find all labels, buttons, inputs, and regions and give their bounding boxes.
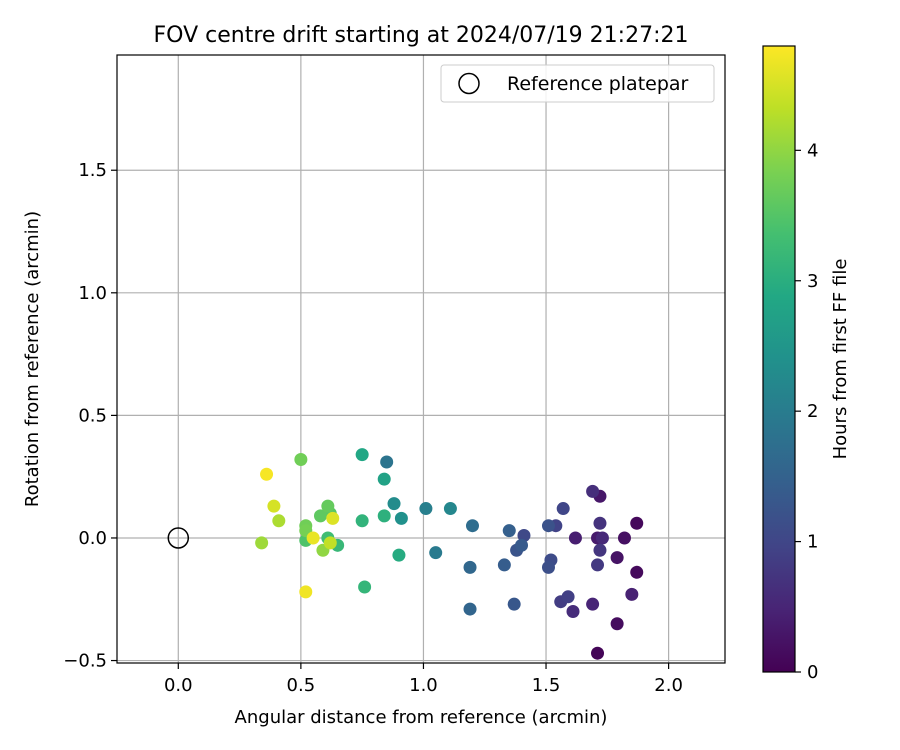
colorbar-label: Hours from first FF file (830, 259, 851, 460)
legend: Reference platepar (440, 64, 715, 103)
data-point (260, 467, 274, 481)
data-point (591, 558, 605, 572)
data-point (568, 531, 582, 545)
data-point (313, 509, 327, 523)
data-point (377, 509, 391, 523)
scatter-points (255, 448, 644, 660)
data-point (377, 472, 391, 486)
colorbar-tick-label: 1 (807, 532, 818, 553)
data-point (380, 455, 394, 469)
plot-area: 0.0 0.5 1.0 1.5 2.0 −0.5 0.0 0.5 1.0 1.5 (63, 54, 726, 696)
y-axis-ticks: −0.5 0.0 0.5 1.0 1.5 (63, 160, 117, 672)
data-point (267, 499, 281, 513)
data-point (394, 511, 408, 525)
data-point (586, 597, 600, 611)
colorbar-tick-label: 0 (807, 662, 818, 683)
data-point (429, 546, 443, 560)
y-tick-label: 0.5 (78, 405, 107, 426)
data-point (294, 453, 308, 467)
y-axis-label: Rotation from reference (arcmin) (22, 211, 43, 507)
data-point (419, 502, 433, 516)
x-tick-label: 1.5 (532, 675, 561, 696)
data-point (358, 580, 372, 594)
data-point (463, 602, 477, 616)
data-point (465, 519, 479, 533)
colorbar-tick-label: 2 (807, 401, 818, 422)
data-point (323, 536, 337, 550)
data-point (299, 585, 313, 599)
data-point (541, 560, 555, 574)
data-point (586, 484, 600, 498)
data-point (593, 543, 607, 557)
data-point (610, 551, 624, 565)
data-point (610, 617, 624, 631)
data-point (566, 605, 580, 619)
colorbar-ticks: 0 1 2 3 4 (795, 140, 818, 683)
x-tick-label: 0.5 (287, 675, 316, 696)
data-point (355, 448, 369, 462)
x-tick-label: 1.0 (409, 675, 438, 696)
chart-title: FOV centre drift starting at 2024/07/19 … (154, 23, 689, 48)
data-point (355, 514, 369, 528)
y-tick-label: 1.0 (78, 283, 107, 304)
colorbar-gradient (762, 45, 796, 673)
data-point (507, 597, 521, 611)
data-point (593, 516, 607, 530)
x-axis-label: Angular distance from reference (arcmin) (235, 707, 608, 728)
data-point (326, 511, 340, 525)
data-point (625, 587, 639, 601)
data-point (630, 516, 644, 530)
data-point (321, 499, 335, 513)
data-point (517, 529, 531, 543)
colorbar-tick-label: 4 (807, 140, 818, 161)
axes-frame (116, 54, 726, 664)
data-point (463, 560, 477, 574)
reference-platepar-marker (167, 527, 190, 549)
legend-label: Reference platepar (507, 73, 689, 95)
y-tick-label: −0.5 (63, 651, 107, 672)
reference-marker (167, 527, 190, 549)
data-point (497, 558, 511, 572)
data-point (387, 497, 401, 511)
colorbar: 0 1 2 3 4 Hours from first FF file (762, 45, 851, 683)
data-point (561, 590, 575, 604)
legend-box (440, 64, 715, 103)
x-tick-label: 0.0 (164, 675, 193, 696)
x-axis-ticks: 0.0 0.5 1.0 1.5 2.0 (164, 663, 683, 696)
legend-open-circle-marker (458, 72, 480, 95)
data-point (595, 531, 609, 545)
data-point (272, 514, 286, 528)
data-point (443, 502, 457, 516)
x-tick-label: 2.0 (654, 675, 683, 696)
data-point (515, 538, 529, 552)
data-point (556, 502, 570, 516)
y-tick-label: 1.5 (78, 160, 107, 181)
data-point (541, 519, 555, 533)
colorbar-tick-label: 3 (807, 271, 818, 292)
data-point (392, 548, 406, 562)
data-point (255, 536, 269, 550)
data-point (591, 646, 605, 660)
y-tick-label: 0.0 (78, 528, 107, 549)
data-point (502, 524, 516, 538)
data-point (630, 565, 644, 579)
data-point (617, 531, 631, 545)
data-point (306, 531, 320, 545)
